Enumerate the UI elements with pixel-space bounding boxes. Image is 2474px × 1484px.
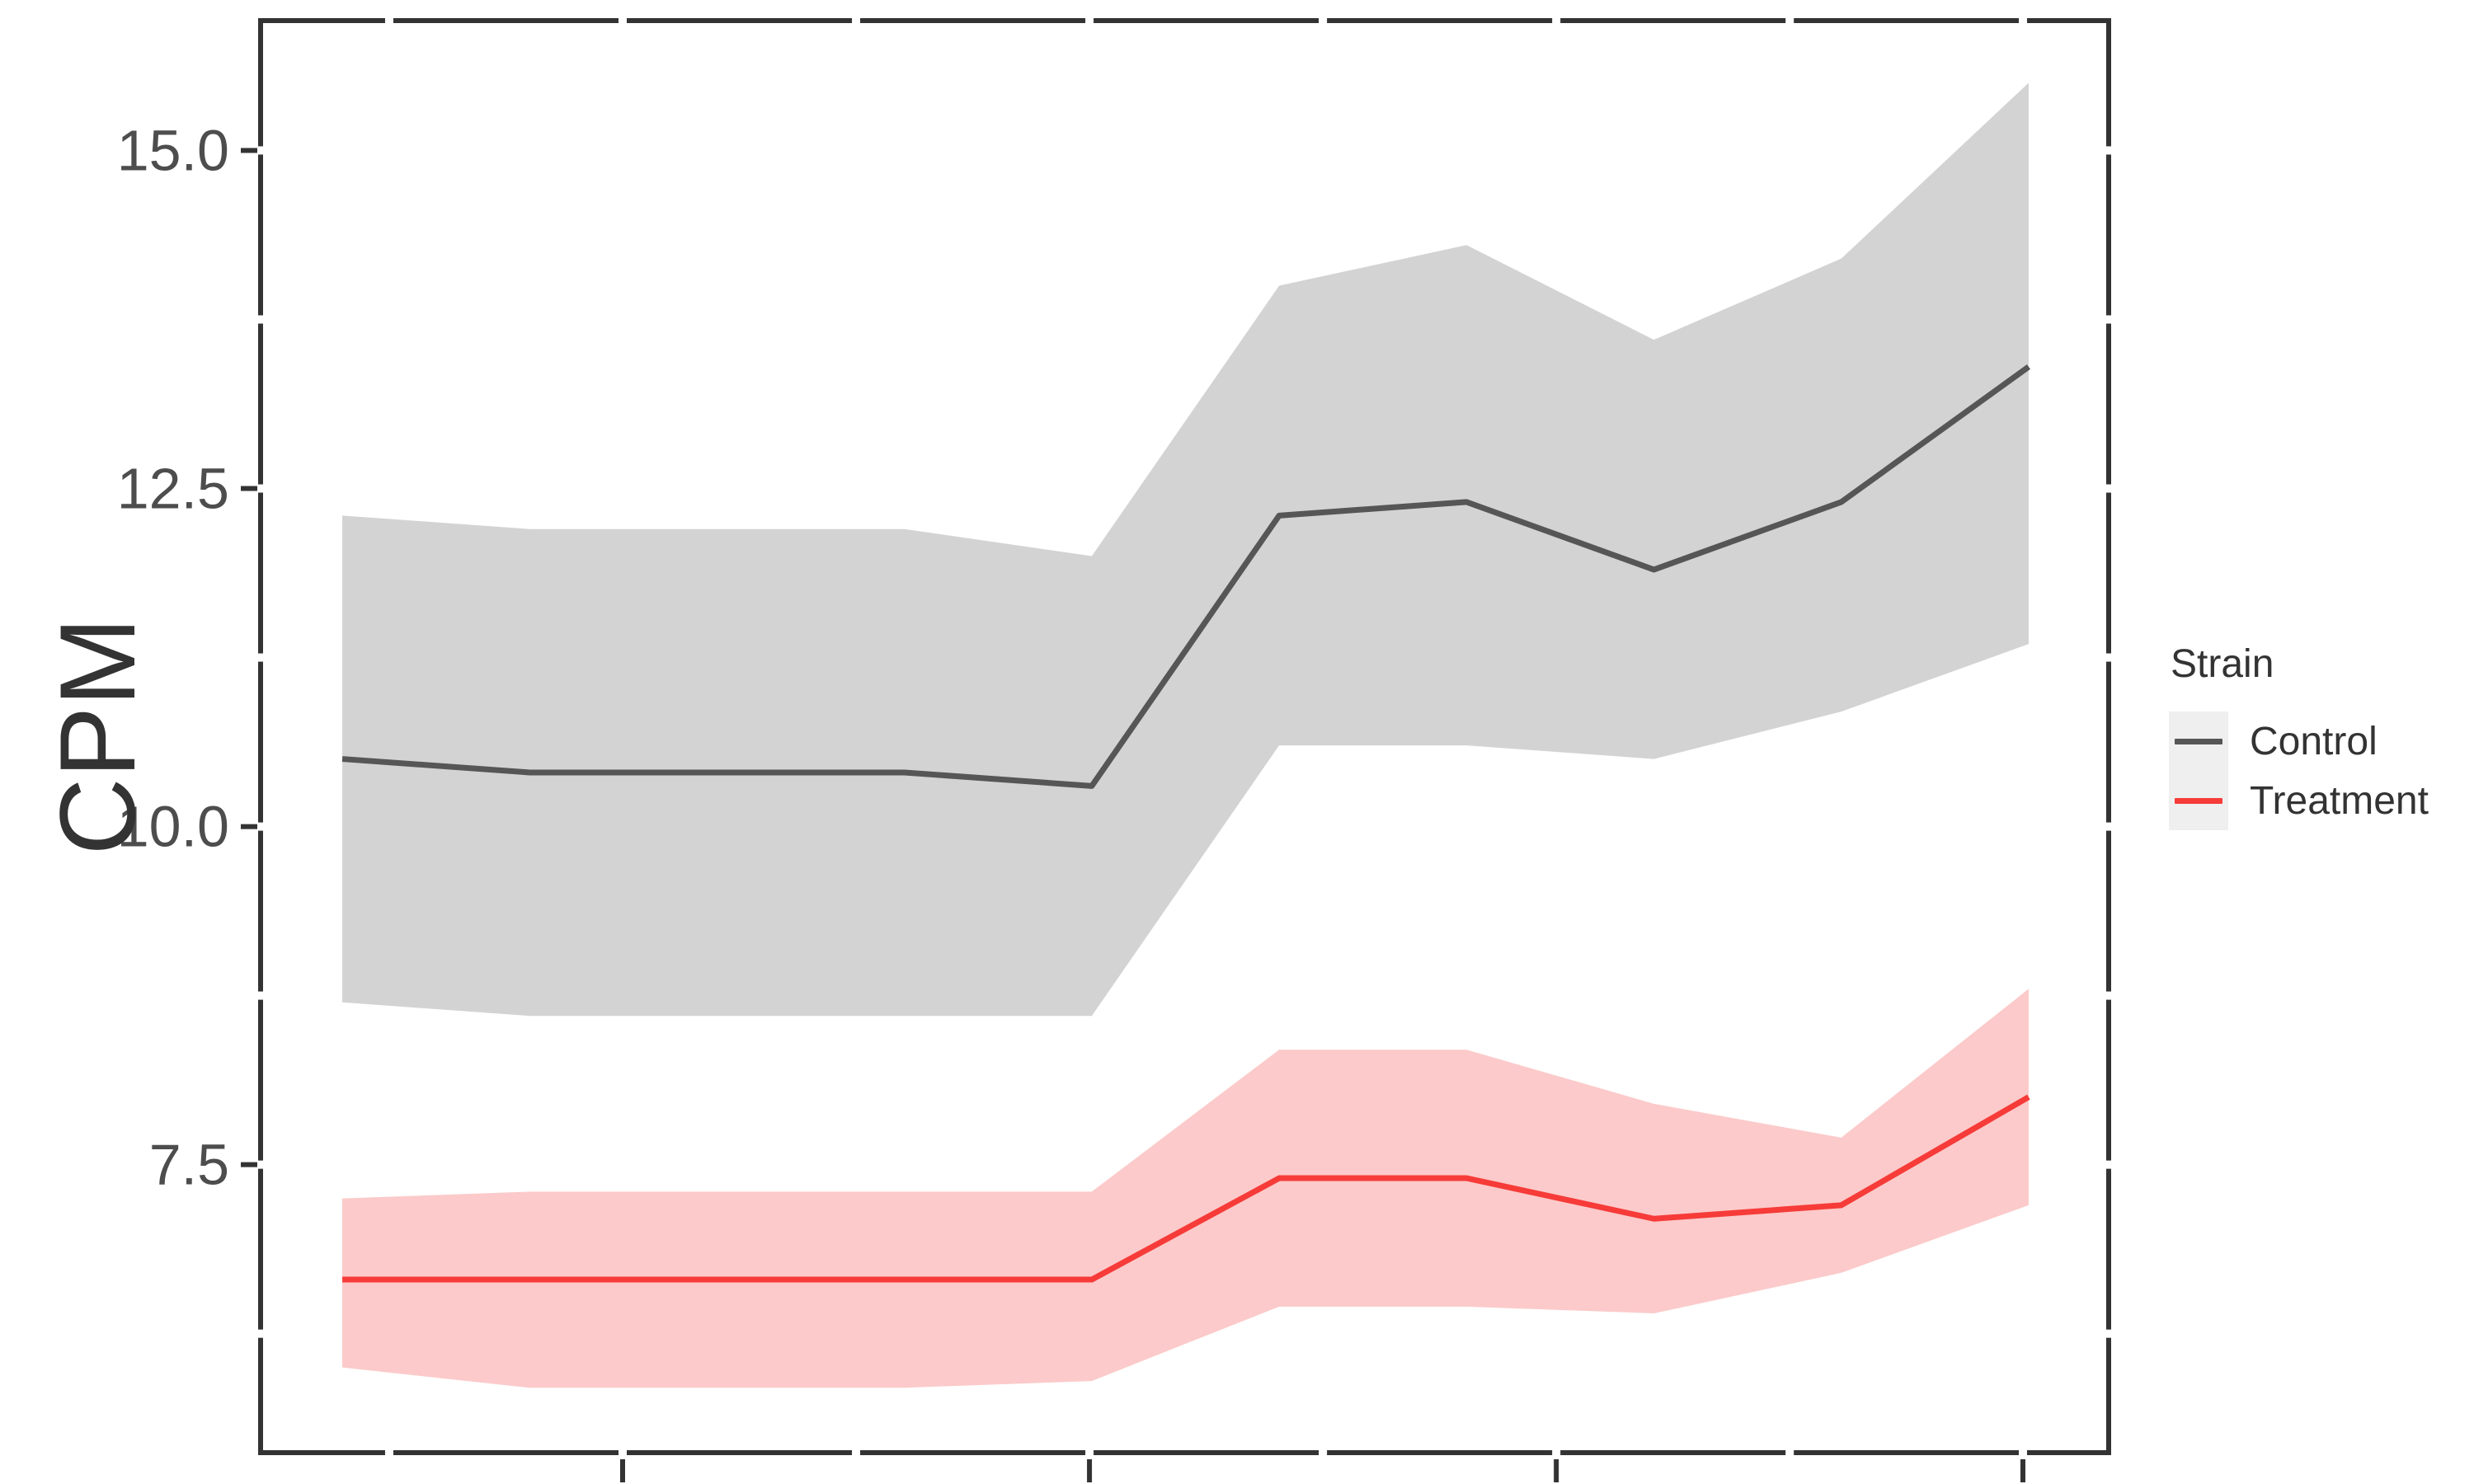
y-tick-label: 7.5 — [149, 1133, 229, 1197]
legend-label: Control — [2250, 719, 2378, 763]
legend-title: Strain — [2171, 642, 2274, 686]
control-line — [341, 364, 2031, 789]
y-tick-label: 12.5 — [117, 457, 229, 521]
legend-key-box — [2169, 711, 2228, 771]
legend-entry-control: Control — [2169, 711, 2429, 771]
legend-label: Treatment — [2250, 778, 2429, 823]
y-tick-label: 15.0 — [117, 118, 229, 182]
legend-entry-treatment: Treatment — [2169, 771, 2429, 830]
ribbon-layer — [342, 82, 2029, 1388]
panel-border — [258, 18, 2111, 1455]
control-line-swatch — [2175, 738, 2222, 744]
control-ribbon — [342, 82, 2029, 1017]
y-axis-title: CPM — [37, 618, 158, 856]
legend: Strain Control Treatment — [2169, 641, 2429, 830]
treatment-ribbon — [342, 989, 2029, 1388]
y-tick-label: 10.0 — [117, 795, 229, 859]
treatment-line-swatch — [2175, 797, 2222, 804]
treatment-line — [342, 1094, 2030, 1283]
axes-layer: 15.0 12.5 10.0 7.5 — [117, 17, 2112, 1482]
line-layer — [341, 364, 2031, 1283]
legend-key-box — [2169, 771, 2228, 830]
